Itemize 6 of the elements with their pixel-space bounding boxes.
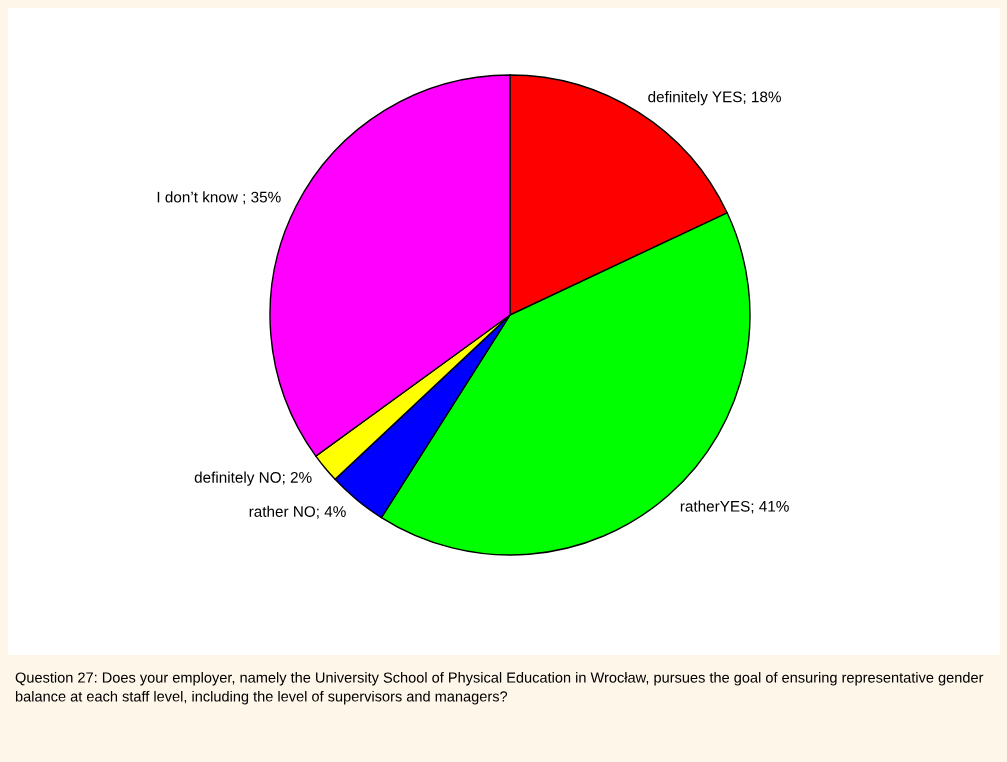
slice-label: rather NO; 4% — [249, 505, 346, 519]
slice-label: definitely YES; 18% — [648, 91, 781, 106]
text: Question 27: Does your employer, namely the University School of Physical Education in Wrocław, pursues the goal of ensuring representative gender balance at each staff level, including the level of supervisors and managers? — [15, 672, 984, 705]
slice-label: definitely NO; 2% — [194, 471, 312, 486]
slice-label: I don’t know ; 35% — [157, 191, 281, 205]
slice-label: ratherYES; 41% — [680, 500, 789, 514]
